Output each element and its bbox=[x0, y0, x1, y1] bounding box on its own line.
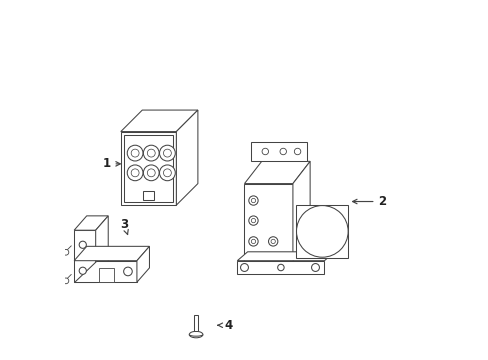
Circle shape bbox=[127, 165, 142, 181]
Polygon shape bbox=[96, 216, 108, 282]
Circle shape bbox=[251, 239, 255, 244]
Bar bbox=[296, 205, 347, 258]
Bar bbox=[99, 268, 113, 282]
Bar bbox=[143, 191, 154, 200]
Circle shape bbox=[248, 237, 258, 246]
Text: 2: 2 bbox=[352, 195, 386, 208]
Text: 3: 3 bbox=[120, 218, 128, 235]
Circle shape bbox=[277, 264, 284, 271]
Bar bbox=[251, 141, 306, 161]
Circle shape bbox=[311, 264, 319, 271]
Circle shape bbox=[310, 220, 333, 243]
Polygon shape bbox=[74, 246, 149, 261]
Circle shape bbox=[163, 149, 171, 157]
Circle shape bbox=[147, 169, 155, 177]
Circle shape bbox=[143, 145, 159, 161]
Circle shape bbox=[280, 148, 286, 155]
Text: 4: 4 bbox=[218, 319, 232, 332]
Polygon shape bbox=[292, 161, 309, 261]
Circle shape bbox=[163, 169, 171, 177]
Circle shape bbox=[317, 226, 327, 237]
Circle shape bbox=[131, 149, 139, 157]
Circle shape bbox=[143, 165, 159, 181]
Circle shape bbox=[262, 148, 268, 155]
Polygon shape bbox=[121, 110, 198, 132]
Circle shape bbox=[248, 216, 258, 225]
Bar bbox=[124, 135, 172, 202]
Circle shape bbox=[268, 237, 277, 246]
Circle shape bbox=[251, 198, 255, 203]
Text: 1: 1 bbox=[102, 157, 120, 170]
Bar bbox=[74, 230, 96, 282]
Circle shape bbox=[270, 239, 275, 244]
Bar bbox=[244, 184, 292, 261]
Bar bbox=[237, 261, 324, 274]
Polygon shape bbox=[176, 110, 198, 205]
Circle shape bbox=[248, 196, 258, 205]
Circle shape bbox=[159, 145, 175, 161]
Ellipse shape bbox=[189, 331, 203, 338]
Circle shape bbox=[296, 206, 347, 257]
Circle shape bbox=[240, 264, 248, 271]
Circle shape bbox=[251, 219, 255, 223]
Circle shape bbox=[294, 148, 300, 155]
Polygon shape bbox=[244, 161, 309, 184]
Circle shape bbox=[127, 145, 142, 161]
Circle shape bbox=[131, 169, 139, 177]
Circle shape bbox=[79, 241, 86, 248]
Polygon shape bbox=[74, 261, 137, 282]
Circle shape bbox=[123, 267, 132, 276]
Polygon shape bbox=[74, 216, 108, 230]
Circle shape bbox=[63, 249, 69, 255]
Polygon shape bbox=[137, 246, 149, 282]
Circle shape bbox=[147, 149, 155, 157]
Bar bbox=[194, 315, 198, 331]
Bar bbox=[121, 132, 176, 205]
Circle shape bbox=[63, 278, 69, 284]
Circle shape bbox=[303, 213, 340, 250]
Circle shape bbox=[79, 267, 86, 274]
Polygon shape bbox=[237, 252, 334, 261]
Circle shape bbox=[159, 165, 175, 181]
